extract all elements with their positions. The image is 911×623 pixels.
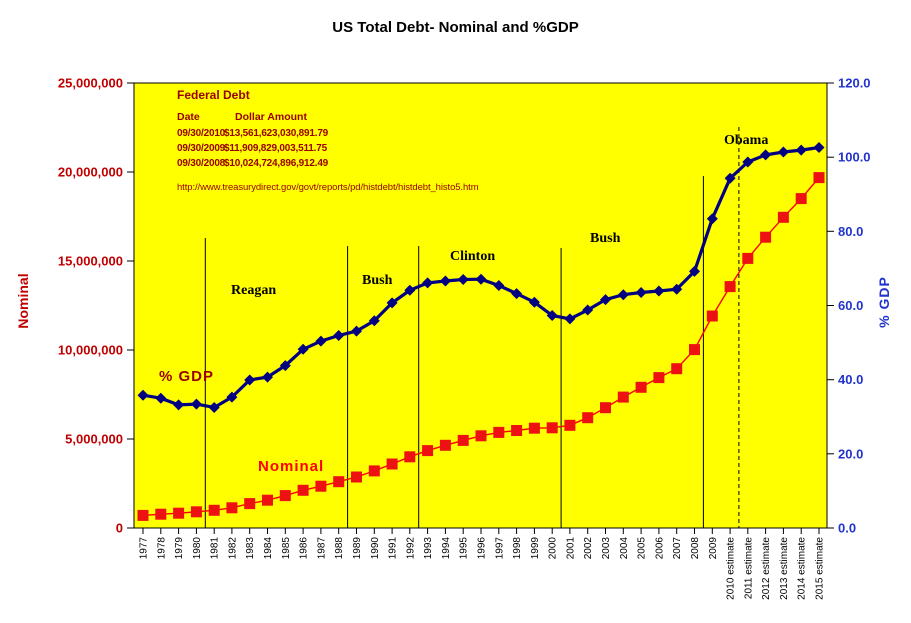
note-header-amount: Dollar Amount [235,111,307,123]
svg-text:1984: 1984 [263,537,274,560]
president-label-reagan: Reagan [231,283,277,298]
svg-text:2012 estimate: 2012 estimate [761,537,772,600]
note-row: 09/30/2010$13,561,623,030,891.79 [177,126,479,141]
note-row-amount: $10,024,724,896,912.49 [224,158,329,169]
note-row-date: 09/30/2010 [177,128,226,139]
note-title: Federal Debt [177,88,250,102]
series-label-nominal: Nominal [258,458,325,475]
svg-text:1991: 1991 [388,537,399,560]
svg-text:15,000,000: 15,000,000 [58,254,123,269]
note-header-date: Date [177,111,200,123]
svg-text:2011 estimate: 2011 estimate [743,537,754,600]
svg-text:1993: 1993 [423,537,434,560]
svg-text:1979: 1979 [174,537,185,560]
note-url: http://www.treasurydirect.gov/govt/repor… [177,182,479,193]
svg-text:40.0: 40.0 [838,372,863,387]
note-header: Date Dollar Amount [177,111,479,123]
svg-text:0: 0 [116,521,123,536]
svg-text:1994: 1994 [441,537,452,560]
svg-text:2006: 2006 [654,537,665,560]
svg-text:2004: 2004 [619,537,630,560]
svg-text:1987: 1987 [316,537,327,560]
svg-text:1977: 1977 [139,537,150,560]
svg-text:2015 estimate: 2015 estimate [815,537,826,600]
note-row-date: 09/30/2008 [177,158,226,169]
svg-text:2010 estimate: 2010 estimate [726,537,737,600]
svg-text:1997: 1997 [494,537,505,560]
president-label-obama: Obama [724,133,769,148]
svg-text:1989: 1989 [352,537,363,560]
president-label-bush: Bush [362,273,393,288]
svg-text:1990: 1990 [370,537,381,560]
svg-text:1978: 1978 [156,537,167,560]
svg-text:2008: 2008 [690,537,701,560]
svg-text:2005: 2005 [637,537,648,560]
svg-text:1999: 1999 [530,537,541,560]
svg-text:2002: 2002 [583,537,594,560]
chart-title: US Total Debt- Nominal and %GDP [332,19,579,36]
president-label-clinton: Clinton [450,249,496,264]
svg-text:2003: 2003 [601,537,612,560]
svg-text:1998: 1998 [512,537,523,560]
svg-text:1986: 1986 [299,537,310,560]
svg-text:0.0: 0.0 [838,521,856,536]
svg-text:2007: 2007 [672,537,683,560]
svg-text:2001: 2001 [565,537,576,560]
svg-text:2013 estimate: 2013 estimate [779,537,790,600]
svg-text:1988: 1988 [334,537,345,560]
svg-text:2009: 2009 [708,537,719,560]
svg-text:1985: 1985 [281,537,292,560]
svg-text:2014 estimate: 2014 estimate [797,537,808,600]
note-row-amount: $13,561,623,030,891.79 [224,128,329,139]
svg-text:1982: 1982 [227,537,238,560]
svg-text:25,000,000: 25,000,000 [58,76,123,91]
source-note: Federal Debt Date Dollar Amount 09/30/201… [177,88,479,193]
svg-text:60.0: 60.0 [838,298,863,313]
note-row: 09/30/2008$10,024,724,896,912.49 [177,156,479,171]
svg-text:2000: 2000 [548,537,559,560]
note-row-amount: $11,909,829,003,511.75 [224,143,327,154]
note-row: 09/30/2009$11,909,829,003,511.75 [177,141,479,156]
svg-text:20,000,000: 20,000,000 [58,165,123,180]
svg-text:10,000,000: 10,000,000 [58,343,123,358]
note-row-date: 09/30/2009 [177,143,226,154]
svg-text:1996: 1996 [477,537,488,560]
svg-text:100.0: 100.0 [838,150,871,165]
series-label-gdp: % GDP [159,368,215,385]
svg-text:1981: 1981 [210,537,221,560]
svg-text:120.0: 120.0 [838,76,871,91]
svg-text:20.0: 20.0 [838,446,863,461]
svg-text:1983: 1983 [245,537,256,560]
svg-text:1995: 1995 [459,537,470,560]
svg-text:5,000,000: 5,000,000 [65,432,123,447]
svg-text:1980: 1980 [192,537,203,560]
svg-text:80.0: 80.0 [838,224,863,239]
svg-text:1992: 1992 [405,537,416,560]
president-label-bush: Bush [590,231,621,246]
